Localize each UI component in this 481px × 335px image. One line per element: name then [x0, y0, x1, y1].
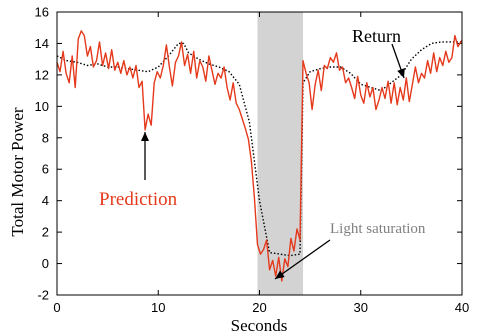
prediction-label: Prediction [99, 189, 178, 210]
y-axis-title: Total Motor Power [8, 107, 27, 236]
y-tick-label: 4 [42, 193, 49, 208]
light-saturation-region [257, 12, 304, 295]
plot-frame [56, 11, 463, 296]
tick-labels: 0 10 20 30 40 -2 0 2 4 6 8 10 12 14 16 [35, 5, 470, 316]
y-tick-label: 0 [42, 256, 49, 271]
annotation-arrows [141, 43, 405, 280]
light-saturation-arrow-head [275, 270, 285, 279]
y-tick-label: 14 [35, 36, 49, 51]
return-label: Return [352, 26, 401, 46]
y-tick-label: 16 [35, 5, 49, 20]
light-saturation-arrow [274, 239, 331, 280]
x-tick-label: 40 [455, 300, 469, 315]
return-arrow-head [397, 68, 405, 78]
y-tick-label: 6 [42, 162, 49, 177]
x-tick-label: 20 [252, 300, 266, 315]
x-tick-label: 10 [151, 300, 165, 315]
y-tick-label: 8 [42, 130, 49, 145]
y-tick-label: -2 [37, 288, 49, 303]
y-tick-label: 2 [42, 225, 49, 240]
x-tick-label: 30 [354, 300, 368, 315]
y-tick-label: 12 [35, 67, 49, 82]
prediction-series-line [56, 30, 463, 282]
prediction-arrow-head [141, 132, 149, 141]
light-saturation-label: Light saturation [330, 221, 426, 237]
x-tick-label: 0 [53, 300, 60, 315]
y-tick-label: 10 [35, 99, 49, 114]
x-axis-title: Seconds [231, 316, 288, 335]
